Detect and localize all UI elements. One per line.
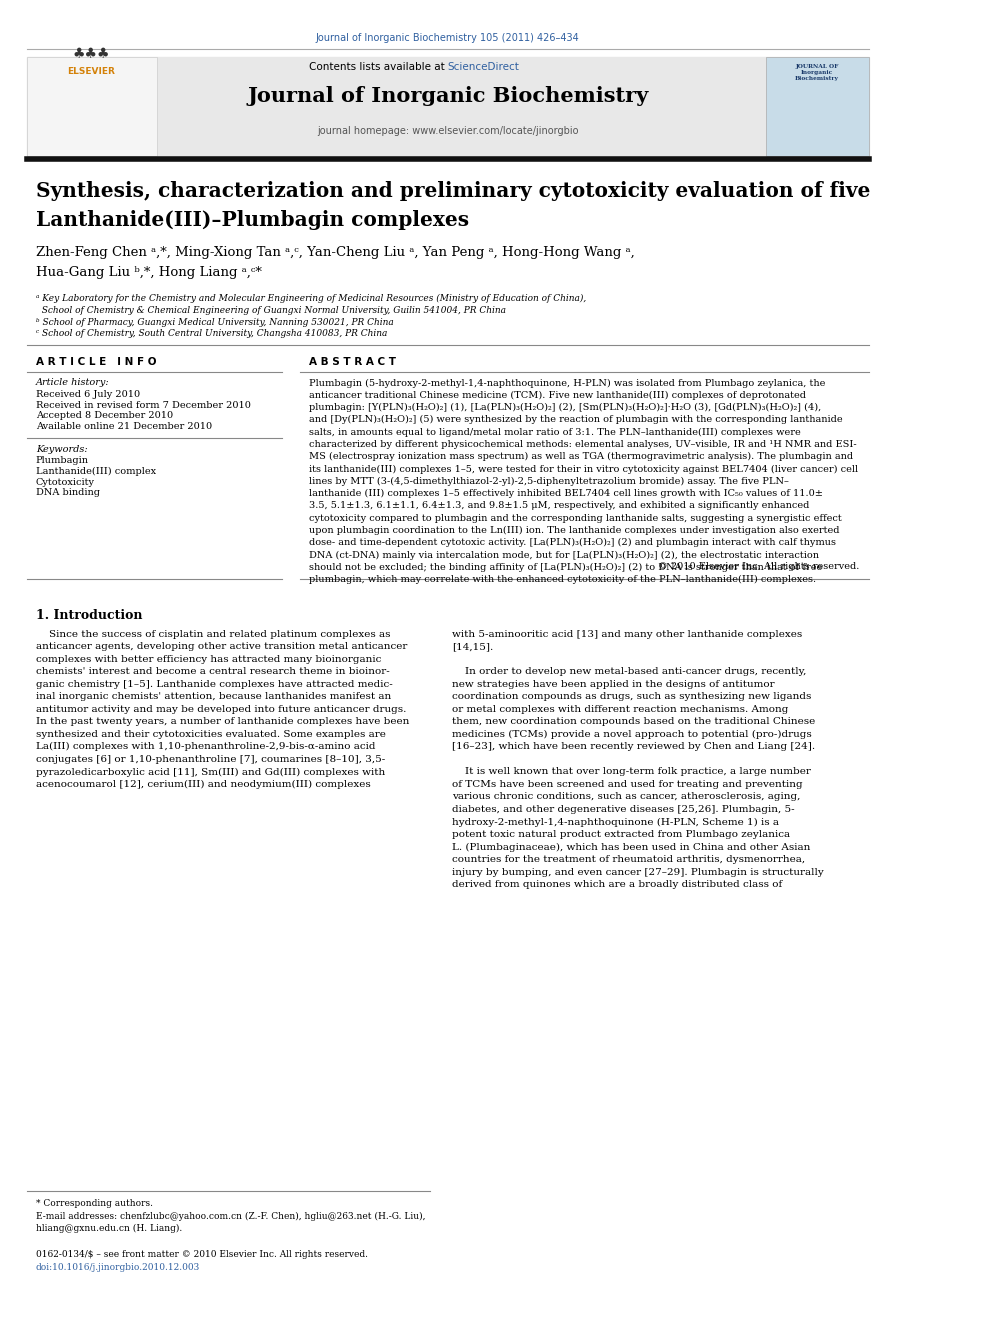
Text: hliang@gxnu.edu.cn (H. Liang).: hliang@gxnu.edu.cn (H. Liang). <box>36 1224 183 1233</box>
Text: © 2010 Elsevier Inc. All rights reserved.: © 2010 Elsevier Inc. All rights reserved… <box>659 562 860 572</box>
Bar <box>27 57 869 156</box>
Text: Lanthanide(III) complex: Lanthanide(III) complex <box>36 467 156 476</box>
Text: Contents lists available at: Contents lists available at <box>309 62 447 73</box>
Text: A R T I C L E   I N F O: A R T I C L E I N F O <box>36 357 157 368</box>
Bar <box>27 57 157 156</box>
Text: Synthesis, characterization and preliminary cytotoxicity evaluation of five: Synthesis, characterization and prelimin… <box>36 181 870 201</box>
Text: Lanthanide(III)–Plumbagin complexes: Lanthanide(III)–Plumbagin complexes <box>36 210 469 230</box>
Text: JOURNAL OF
Inorganic
Biochemistry: JOURNAL OF Inorganic Biochemistry <box>795 64 839 81</box>
Text: Zhen-Feng Chen ᵃ,*, Ming-Xiong Tan ᵃ,ᶜ, Yan-Cheng Liu ᵃ, Yan Peng ᵃ, Hong-Hong W: Zhen-Feng Chen ᵃ,*, Ming-Xiong Tan ᵃ,ᶜ, … <box>36 246 635 259</box>
Text: Cytotoxicity: Cytotoxicity <box>36 478 95 487</box>
Text: Since the success of cisplatin and related platinum complexes as
anticancer agen: Since the success of cisplatin and relat… <box>36 630 410 790</box>
Text: ELSEVIER: ELSEVIER <box>67 67 115 77</box>
Text: 0162-0134/$ – see front matter © 2010 Elsevier Inc. All rights reserved.: 0162-0134/$ – see front matter © 2010 El… <box>36 1250 368 1259</box>
Text: Plumbagin: Plumbagin <box>36 456 89 466</box>
Text: Journal of Inorganic Biochemistry: Journal of Inorganic Biochemistry <box>247 86 649 106</box>
Text: Received in revised form 7 December 2010: Received in revised form 7 December 2010 <box>36 401 251 410</box>
Text: ♣♣♣: ♣♣♣ <box>72 46 110 61</box>
Text: School of Chemistry & Chemical Engineering of Guangxi Normal University, Guilin : School of Chemistry & Chemical Engineeri… <box>36 306 506 315</box>
Text: ᵇ School of Pharmacy, Guangxi Medical University, Nanning 530021, PR China: ᵇ School of Pharmacy, Guangxi Medical Un… <box>36 318 394 327</box>
Text: Keywords:: Keywords: <box>36 445 87 454</box>
Text: Available online 21 December 2010: Available online 21 December 2010 <box>36 422 212 431</box>
Text: Journal of Inorganic Biochemistry 105 (2011) 426–434: Journal of Inorganic Biochemistry 105 (2… <box>316 33 579 44</box>
Text: E-mail addresses: chenfzlubc@yahoo.com.cn (Z.-F. Chen), hgliu@263.net (H.-G. Liu: E-mail addresses: chenfzlubc@yahoo.com.c… <box>36 1212 426 1221</box>
Text: DNA binding: DNA binding <box>36 488 100 497</box>
Text: ᶜ School of Chemistry, South Central University, Changsha 410083, PR China: ᶜ School of Chemistry, South Central Uni… <box>36 329 387 339</box>
Text: Hua-Gang Liu ᵇ,*, Hong Liang ᵃ,ᶜ*: Hua-Gang Liu ᵇ,*, Hong Liang ᵃ,ᶜ* <box>36 266 262 279</box>
Text: Article history:: Article history: <box>36 378 109 388</box>
Text: A B S T R A C T: A B S T R A C T <box>309 357 396 368</box>
Text: journal homepage: www.elsevier.com/locate/jinorgbio: journal homepage: www.elsevier.com/locat… <box>317 126 578 136</box>
Text: doi:10.1016/j.jinorgbio.2010.12.003: doi:10.1016/j.jinorgbio.2010.12.003 <box>36 1263 200 1273</box>
Text: 1. Introduction: 1. Introduction <box>36 609 142 622</box>
Text: Received 6 July 2010: Received 6 July 2010 <box>36 390 140 400</box>
Text: * Corresponding authors.: * Corresponding authors. <box>36 1199 153 1208</box>
Text: ScienceDirect: ScienceDirect <box>447 62 520 73</box>
Bar <box>766 57 869 156</box>
Text: with 5-aminooritic acid [13] and many other lanthanide complexes
[14,15].

    I: with 5-aminooritic acid [13] and many ot… <box>452 630 824 889</box>
Text: Accepted 8 December 2010: Accepted 8 December 2010 <box>36 411 173 421</box>
Text: Plumbagin (5-hydroxy-2-methyl-1,4-naphthoquinone, H-PLN) was isolated from Plumb: Plumbagin (5-hydroxy-2-methyl-1,4-naphth… <box>309 378 858 585</box>
Text: ᵃ Key Laboratory for the Chemistry and Molecular Engineering of Medicinal Resour: ᵃ Key Laboratory for the Chemistry and M… <box>36 294 586 303</box>
